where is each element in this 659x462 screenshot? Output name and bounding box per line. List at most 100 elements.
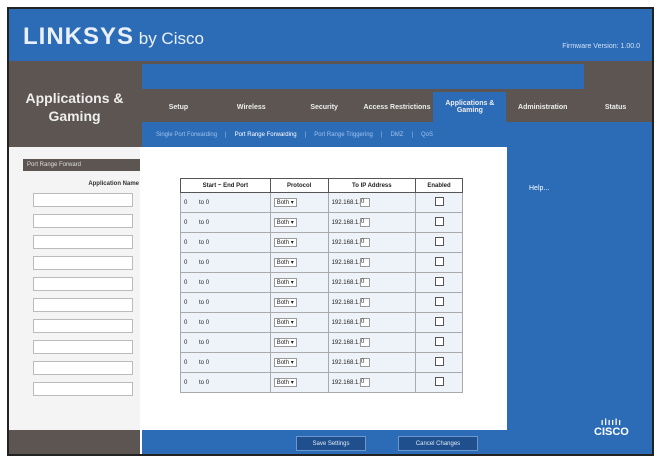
end-port-input[interactable]: 0: [205, 299, 210, 306]
tab-security[interactable]: Security: [310, 103, 338, 111]
ip-prefix: 192.168.1.: [331, 320, 360, 327]
port-range-cell: 0 to 0: [180, 372, 271, 393]
ip-cell: 192.168.1.0: [327, 312, 417, 333]
chevron-down-icon: ▾: [290, 240, 294, 246]
end-port-input[interactable]: 0: [205, 199, 210, 206]
col-header-protocol: Protocol: [269, 178, 329, 193]
end-port-input[interactable]: 0: [205, 279, 210, 286]
tab-wireless[interactable]: Wireless: [236, 103, 266, 111]
ip-prefix: 192.168.1.: [331, 340, 360, 347]
protocol-select[interactable]: Both ▾: [273, 358, 297, 367]
end-port-input[interactable]: 0: [205, 379, 210, 386]
start-port-input[interactable]: 0: [184, 339, 188, 346]
start-port-input[interactable]: 0: [184, 239, 188, 246]
ip-last-octet-input[interactable]: 0: [359, 378, 370, 387]
ip-last-octet-input[interactable]: 0: [359, 238, 370, 247]
application-name-input[interactable]: [33, 235, 133, 249]
enabled-cell: [415, 272, 463, 293]
start-port-input[interactable]: 0: [184, 379, 188, 386]
tab-access-restrictions[interactable]: Access Restrictions: [363, 103, 431, 111]
ip-last-octet-input[interactable]: 0: [359, 218, 370, 227]
tab-setup[interactable]: Setup: [168, 103, 189, 111]
protocol-select[interactable]: Both ▾: [273, 338, 297, 347]
tab-administration[interactable]: Administration: [518, 103, 568, 111]
end-port-input[interactable]: 0: [205, 339, 210, 346]
protocol-select[interactable]: Both ▾: [273, 258, 297, 267]
ip-last-octet-input[interactable]: 0: [359, 258, 370, 267]
application-name-input[interactable]: [33, 277, 133, 291]
protocol-value: Both: [276, 380, 290, 386]
start-port-input[interactable]: 0: [184, 199, 188, 206]
protocol-select[interactable]: Both ▾: [273, 378, 297, 387]
subtab-single-port-forwarding[interactable]: Single Port Forwarding: [156, 131, 218, 138]
port-range-cell: 0 to 0: [180, 232, 271, 253]
chevron-down-icon: ▾: [290, 380, 294, 386]
application-name-input[interactable]: [33, 340, 133, 354]
separator: |: [304, 131, 307, 138]
enabled-checkbox[interactable]: [434, 317, 444, 326]
application-name-label: Application Name: [88, 181, 139, 187]
enabled-checkbox[interactable]: [434, 277, 444, 286]
application-name-input[interactable]: [33, 361, 133, 375]
subtab-dmz[interactable]: DMZ: [390, 131, 404, 138]
enabled-checkbox[interactable]: [434, 237, 444, 246]
subtab-port-range-triggering[interactable]: Port Range Triggering: [314, 131, 373, 138]
subtab-qos[interactable]: QoS: [421, 131, 434, 138]
application-name-input[interactable]: [33, 319, 133, 333]
separator: |: [411, 131, 414, 138]
protocol-select[interactable]: Both ▾: [273, 278, 297, 287]
protocol-value: Both: [276, 200, 290, 206]
chevron-down-icon: ▾: [290, 340, 294, 346]
enabled-checkbox[interactable]: [434, 297, 444, 306]
end-port-input[interactable]: 0: [205, 219, 210, 226]
end-port-input[interactable]: 0: [205, 259, 210, 266]
ip-last-octet-input[interactable]: 0: [359, 358, 370, 367]
enabled-cell: [415, 292, 463, 313]
application-name-input[interactable]: [33, 382, 133, 396]
protocol-select[interactable]: Both ▾: [273, 218, 297, 227]
ip-last-octet-input[interactable]: 0: [359, 198, 370, 207]
ip-last-octet-input[interactable]: 0: [359, 338, 370, 347]
start-port-input[interactable]: 0: [184, 219, 188, 226]
enabled-checkbox[interactable]: [434, 357, 444, 366]
end-port-input[interactable]: 0: [205, 359, 210, 366]
protocol-select[interactable]: Both ▾: [273, 238, 297, 247]
enabled-checkbox[interactable]: [434, 197, 444, 206]
ip-last-octet-input[interactable]: 0: [359, 278, 370, 287]
protocol-select[interactable]: Both ▾: [273, 298, 297, 307]
tab-applications-gaming[interactable]: Applications & Gaming: [433, 92, 507, 122]
ip-last-octet-input[interactable]: 0: [359, 318, 370, 327]
enabled-checkbox[interactable]: [434, 337, 444, 346]
enabled-checkbox[interactable]: [434, 257, 444, 266]
enabled-cell: [415, 312, 463, 333]
enabled-checkbox[interactable]: [434, 217, 444, 226]
protocol-select[interactable]: Both ▾: [273, 198, 297, 207]
protocol-select[interactable]: Both ▾: [273, 318, 297, 327]
start-port-input[interactable]: 0: [184, 319, 188, 326]
start-port-input[interactable]: 0: [184, 259, 188, 266]
enabled-checkbox[interactable]: [434, 377, 444, 386]
to-label: to: [199, 359, 205, 366]
table-row: 0 to 0 Both ▾ 192.168.1.0: [180, 252, 463, 273]
ip-cell: 192.168.1.0: [327, 292, 417, 313]
cancel-changes-button[interactable]: Cancel Changes: [398, 436, 478, 451]
ip-prefix: 192.168.1.: [331, 360, 360, 367]
start-port-input[interactable]: 0: [184, 279, 188, 286]
application-name-input[interactable]: [33, 214, 133, 228]
enabled-cell: [415, 232, 463, 253]
application-name-input[interactable]: [33, 256, 133, 270]
start-port-input[interactable]: 0: [184, 299, 188, 306]
port-range-cell: 0 to 0: [180, 332, 271, 353]
port-range-cell: 0 to 0: [180, 312, 271, 333]
start-port-input[interactable]: 0: [184, 359, 188, 366]
help-link[interactable]: Help...: [529, 185, 550, 192]
subtab-port-range-forwarding[interactable]: Port Range Forwarding: [234, 131, 297, 138]
application-name-input[interactable]: [33, 193, 133, 207]
enabled-cell: [415, 192, 463, 213]
tab-status[interactable]: Status: [604, 103, 627, 111]
ip-last-octet-input[interactable]: 0: [359, 298, 370, 307]
end-port-input[interactable]: 0: [205, 319, 210, 326]
end-port-input[interactable]: 0: [205, 239, 210, 246]
application-name-input[interactable]: [33, 298, 133, 312]
save-settings-button[interactable]: Save Settings: [296, 436, 366, 451]
